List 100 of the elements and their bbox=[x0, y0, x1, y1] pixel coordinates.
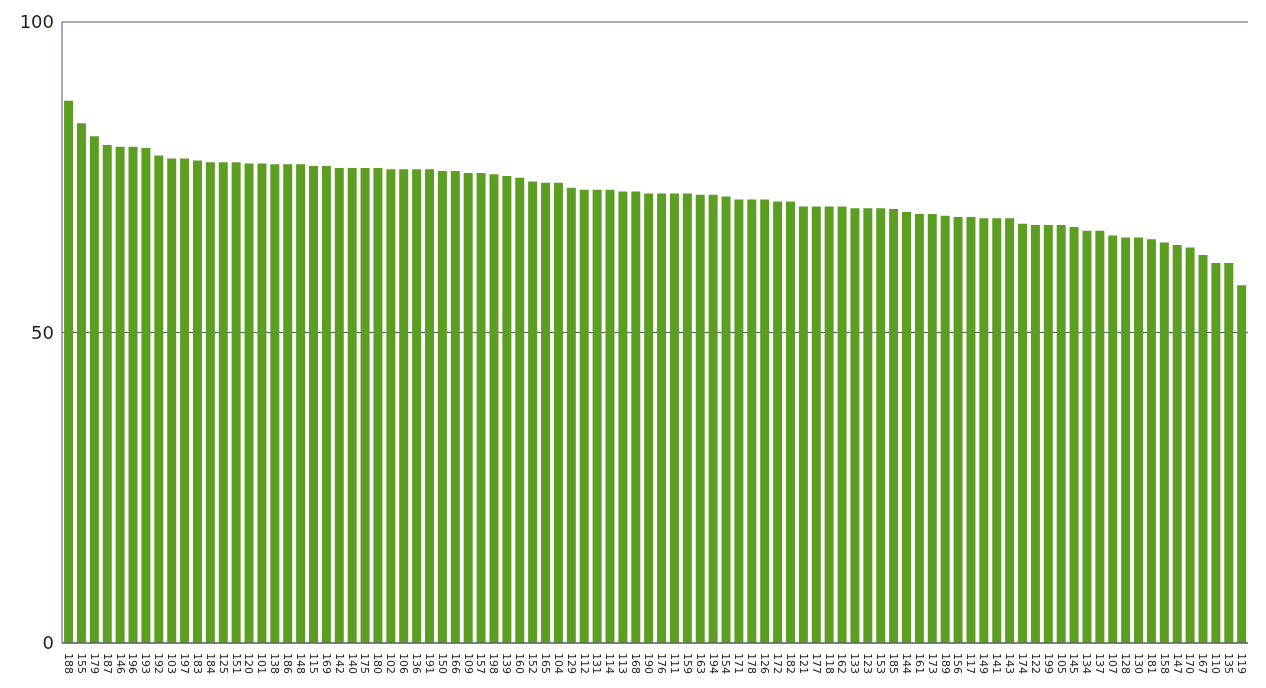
x-tick-label: 174 bbox=[1015, 653, 1029, 674]
x-tick-label: 193 bbox=[139, 653, 153, 674]
x-tick-label: 184 bbox=[203, 653, 217, 674]
bar bbox=[953, 216, 963, 643]
bar bbox=[476, 172, 486, 643]
bar bbox=[592, 189, 602, 643]
bar bbox=[863, 208, 873, 643]
x-tick-label: 118 bbox=[822, 653, 836, 674]
x-tick-label: 199 bbox=[1041, 653, 1055, 674]
x-tick-label: 175 bbox=[358, 653, 372, 674]
y-tick-label: 50 bbox=[31, 321, 54, 343]
bar bbox=[1056, 225, 1066, 643]
x-tick-label: 157 bbox=[474, 653, 488, 674]
bar bbox=[1237, 285, 1247, 643]
x-tick-label: 141 bbox=[990, 653, 1004, 674]
bar bbox=[502, 176, 512, 643]
bar bbox=[115, 146, 125, 643]
x-tick-label: 180 bbox=[371, 653, 385, 674]
x-tick-label: 106 bbox=[397, 653, 411, 674]
bar bbox=[1198, 254, 1208, 643]
x-tick-label: 162 bbox=[835, 653, 849, 674]
bar bbox=[309, 166, 318, 643]
bar bbox=[1224, 262, 1234, 643]
bar bbox=[334, 167, 344, 643]
x-tick-label: 154 bbox=[719, 653, 733, 674]
x-tick-label: 136 bbox=[410, 653, 424, 674]
bar bbox=[360, 167, 370, 643]
x-tick-label: 119 bbox=[1235, 653, 1249, 674]
x-tick-label: 104 bbox=[551, 653, 565, 674]
bar bbox=[708, 194, 718, 643]
x-tick-label: 120 bbox=[242, 653, 256, 674]
x-tick-label: 140 bbox=[345, 653, 359, 674]
bar bbox=[89, 136, 99, 643]
x-tick-label: 148 bbox=[293, 653, 307, 674]
bar bbox=[489, 174, 499, 643]
bar bbox=[141, 148, 151, 643]
x-tick-label: 149 bbox=[977, 653, 991, 674]
y-tick-label: 100 bbox=[19, 11, 54, 33]
bar bbox=[1211, 262, 1221, 643]
x-tick-label: 117 bbox=[964, 653, 978, 674]
x-tick-label: 103 bbox=[165, 653, 179, 674]
x-tick-label: 107 bbox=[1106, 653, 1120, 674]
y-tick-label: 0 bbox=[42, 632, 54, 654]
x-tick-label: 129 bbox=[564, 653, 578, 674]
x-tick-label: 163 bbox=[693, 653, 707, 674]
bar bbox=[811, 206, 821, 643]
bar bbox=[876, 208, 886, 643]
x-tick-label: 171 bbox=[732, 653, 746, 674]
bar bbox=[682, 193, 692, 643]
bar bbox=[721, 196, 731, 643]
x-tick-label: 126 bbox=[758, 653, 772, 674]
bar bbox=[244, 163, 254, 643]
bar bbox=[837, 206, 847, 643]
x-tick-label: 128 bbox=[1119, 653, 1133, 674]
bar bbox=[128, 146, 138, 643]
x-tick-label: 192 bbox=[152, 653, 166, 674]
x-tick-label: 160 bbox=[513, 653, 527, 674]
x-tick-label: 101 bbox=[255, 653, 269, 674]
bar bbox=[644, 193, 654, 643]
bar bbox=[192, 160, 202, 643]
x-tick-label: 168 bbox=[629, 653, 643, 674]
bar bbox=[1069, 226, 1079, 643]
x-tick-label: 109 bbox=[461, 653, 475, 674]
bar bbox=[515, 177, 525, 643]
bar bbox=[437, 171, 447, 643]
x-tick-label: 172 bbox=[770, 653, 784, 674]
bar bbox=[1095, 230, 1105, 643]
bar bbox=[850, 208, 860, 643]
x-tick-label: 173 bbox=[925, 653, 939, 674]
x-tick-label: 183 bbox=[190, 653, 204, 674]
x-tick-label: 138 bbox=[268, 653, 282, 674]
bar bbox=[218, 162, 228, 643]
bar bbox=[734, 199, 744, 643]
bar bbox=[902, 212, 911, 643]
x-tick-label: 113 bbox=[616, 653, 630, 674]
x-tick-label: 167 bbox=[1196, 653, 1210, 674]
x-tick-label: 155 bbox=[74, 653, 88, 674]
x-tick-label: 102 bbox=[384, 653, 398, 674]
bar bbox=[1146, 239, 1156, 643]
bar bbox=[231, 162, 241, 643]
x-tick-label: 196 bbox=[126, 653, 140, 674]
x-tick-label: 194 bbox=[706, 653, 720, 674]
bar bbox=[1121, 237, 1131, 643]
x-tick-label: 134 bbox=[1080, 653, 1094, 674]
x-tick-label: 169 bbox=[319, 653, 333, 674]
x-tick-label: 137 bbox=[1093, 653, 1107, 674]
bar bbox=[347, 167, 357, 643]
x-tick-label: 151 bbox=[229, 653, 243, 674]
bar bbox=[102, 144, 112, 643]
bar bbox=[154, 155, 164, 643]
bar bbox=[773, 201, 783, 643]
x-tick-label: 153 bbox=[874, 653, 888, 674]
x-tick-label: 139 bbox=[500, 653, 514, 674]
x-tick-label: 147 bbox=[1170, 653, 1184, 674]
bar bbox=[889, 208, 899, 643]
x-tick-label: 121 bbox=[796, 653, 810, 674]
bar bbox=[257, 163, 267, 643]
x-tick-label: 115 bbox=[306, 653, 320, 674]
bar bbox=[541, 182, 551, 643]
bar bbox=[1172, 244, 1182, 643]
